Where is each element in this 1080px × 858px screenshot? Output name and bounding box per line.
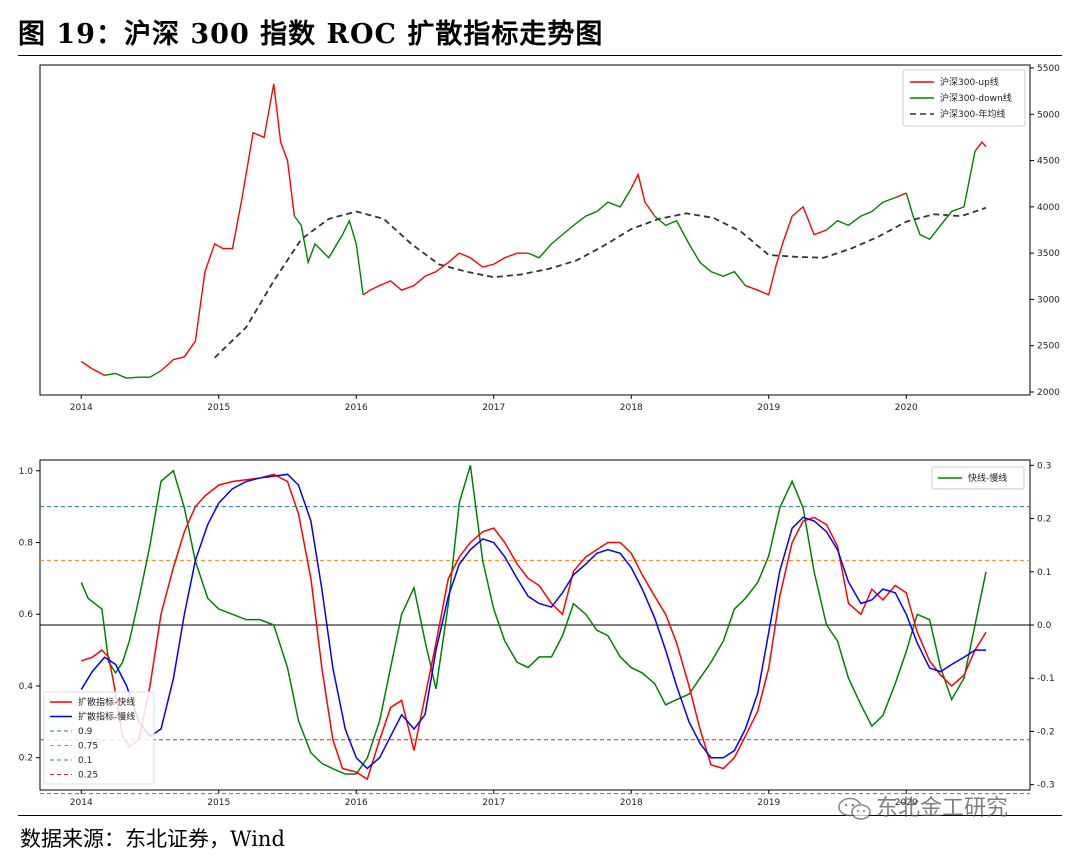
up-line-segment — [894, 192, 907, 199]
legend-label: 扩散指标-慢线 — [78, 711, 135, 723]
y-tick-label: 4500 — [1037, 157, 1060, 167]
up-line-segment — [630, 172, 656, 217]
x-tick-label: 2019 — [757, 798, 780, 808]
title-divider — [18, 55, 1062, 56]
y-tick-label: 3000 — [1037, 295, 1060, 305]
y-tick-label: 5000 — [1037, 110, 1060, 120]
series-line — [80, 473, 986, 770]
y-right-tick-label: -0.3 — [1037, 781, 1055, 791]
down-line-segment — [905, 151, 976, 241]
up-line-segment — [745, 205, 827, 296]
y-right-tick-label: 0.3 — [1037, 461, 1051, 471]
x-tick-label: 2018 — [620, 403, 643, 413]
charts-canvas: 2014 2015 2016 2017 2018 2019 2020 2000 2500 3000… — [19, 64, 1061, 808]
up-line-segment — [362, 252, 529, 296]
y-right-tick-label: -0.2 — [1037, 727, 1055, 737]
y-right-tick-label: 0.2 — [1037, 515, 1051, 525]
data-source: 数据来源：东北证券，Wind — [20, 827, 285, 851]
down-line-segment — [293, 215, 364, 295]
x-tick-label: 2016 — [345, 403, 368, 413]
y-tick-label: 2000 — [1037, 388, 1060, 398]
legend-label: 0.1 — [78, 756, 92, 766]
y-tick-label: 4000 — [1037, 203, 1060, 213]
x-tick-label: 2015 — [207, 403, 230, 413]
y-left-tick-label: 0.2 — [19, 754, 33, 764]
y-left-tick-label: 1.0 — [19, 467, 34, 477]
legend-label: 快线-慢线 — [968, 472, 1007, 484]
legend-label: 0.75 — [78, 742, 98, 752]
x-tick-label: 2017 — [482, 403, 505, 413]
watermark-text: 东北金工研究 — [876, 796, 1009, 821]
down-line-segment — [654, 215, 746, 286]
x-tick-label: 2020 — [895, 798, 918, 808]
y-left-tick-label: 0.4 — [19, 682, 34, 692]
legend-label: 沪深300-down线 — [940, 92, 1012, 104]
y-tick-label: 3500 — [1037, 249, 1060, 259]
legend-box — [902, 69, 1026, 127]
annual-ma-line — [213, 206, 987, 359]
x-tick-label: 2016 — [345, 798, 368, 808]
up-line-segment — [160, 83, 296, 372]
legend-label: 0.25 — [78, 771, 98, 781]
legend-box — [931, 466, 1025, 490]
y-left-tick-label: 0.8 — [19, 539, 34, 549]
legend-label: 0.9 — [78, 727, 93, 737]
y-right-tick-label: 0.1 — [1037, 568, 1051, 578]
price-chart: 2014 2015 2016 2017 2018 2019 2020 2000 2500 3000… — [39, 64, 1060, 413]
x-tick-label: 2015 — [207, 798, 230, 808]
down-line-segment — [826, 196, 896, 231]
diffusion-chart: 2014 2015 2016 2017 2018 2019 2020 0.2 0.4 0.6 0.8… — [19, 459, 1055, 808]
wechat-icon — [838, 797, 871, 820]
series-line — [80, 465, 987, 775]
page-title: 图 19：沪深 300 指数 ROC 扩散指标走势图 — [18, 19, 604, 50]
y-tick-label: 5500 — [1037, 64, 1060, 74]
x-tick-label: 2019 — [757, 403, 780, 413]
y-right-tick-label: 0.0 — [1037, 621, 1052, 631]
x-tick-label: 2017 — [482, 798, 505, 808]
legend-label: 沪深300-up线 — [940, 76, 999, 88]
plot-frame — [39, 64, 1031, 396]
y-left-tick-label: 0.6 — [19, 610, 34, 620]
x-tick-label: 2020 — [895, 403, 918, 413]
legend-label: 沪深300-年均线 — [940, 108, 1005, 120]
up-line-segment — [80, 360, 105, 376]
down-line-segment — [104, 370, 162, 379]
x-tick-label: 2018 — [620, 798, 643, 808]
x-tick-label: 2014 — [70, 798, 93, 808]
footer-divider — [18, 815, 1062, 816]
down-line-segment — [527, 187, 632, 259]
up-line-segment — [974, 140, 987, 152]
y-tick-label: 2500 — [1037, 342, 1060, 352]
x-tick-label: 2014 — [70, 403, 93, 413]
legend-box — [43, 691, 155, 785]
legend-label: 扩散指标-快线 — [78, 696, 135, 708]
series-line — [81, 473, 987, 781]
y-right-tick-label: -0.1 — [1037, 674, 1055, 684]
watermark: 东北金工研究 — [838, 790, 1008, 822]
legend-right: 快线-慢线 — [931, 466, 1025, 490]
